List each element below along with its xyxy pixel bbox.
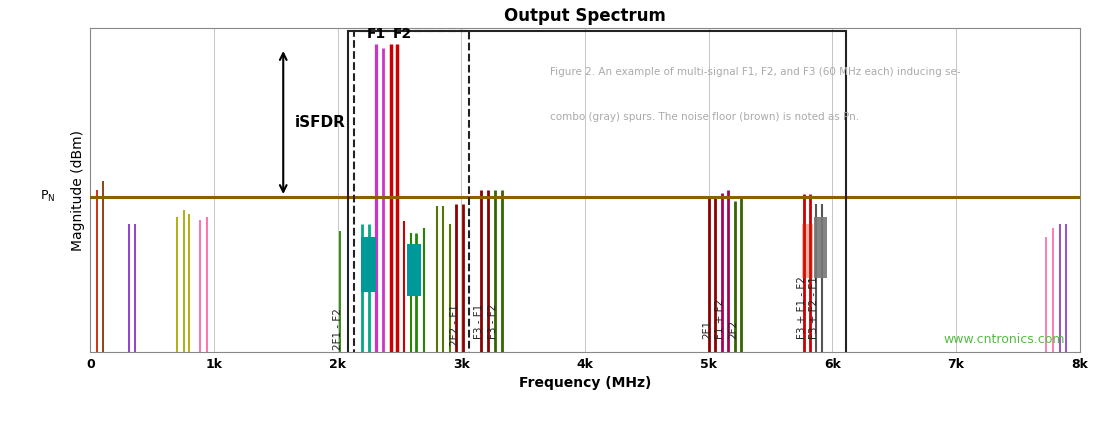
Bar [407, 244, 422, 295]
Text: F3 - F1: F3 - F1 [474, 304, 484, 339]
Text: 2F2: 2F2 [728, 320, 738, 339]
Text: www.cntronics.com: www.cntronics.com [943, 333, 1064, 346]
Text: iSFDR: iSFDR [295, 115, 345, 130]
Text: 2F1: 2F1 [702, 320, 712, 339]
Text: F1 + F2: F1 + F2 [715, 299, 725, 339]
Bar [355, 31, 469, 355]
Text: F1: F1 [367, 27, 385, 41]
Text: F2: F2 [392, 27, 412, 41]
Text: 2F1 - F2: 2F1 - F2 [333, 308, 343, 349]
Text: F3 + F1 - F2: F3 + F1 - F2 [797, 276, 807, 339]
Title: Output Spectrum: Output Spectrum [504, 7, 666, 25]
Text: combo (gray) spurs. The noise floor (brown) is noted as Pn.: combo (gray) spurs. The noise floor (bro… [551, 112, 860, 122]
Y-axis label: Magnitude (dBm): Magnitude (dBm) [71, 130, 84, 251]
Text: 2F2 - F1: 2F2 - F1 [450, 304, 460, 346]
Bar [802, 224, 814, 278]
X-axis label: Frequency (MHz): Frequency (MHz) [519, 377, 652, 391]
Text: $\mathregular{P_N}$: $\mathregular{P_N}$ [41, 189, 56, 204]
Bar [348, 31, 846, 355]
Text: F3 - F2: F3 - F2 [488, 304, 498, 339]
Text: Figure 2. An example of multi-signal F1, F2, and F3 (60 MHz each) inducing se-: Figure 2. An example of multi-signal F1,… [551, 67, 961, 77]
Text: F3 + F2 - F1: F3 + F2 - F1 [809, 276, 819, 339]
Bar [815, 217, 827, 278]
Bar [360, 238, 376, 292]
